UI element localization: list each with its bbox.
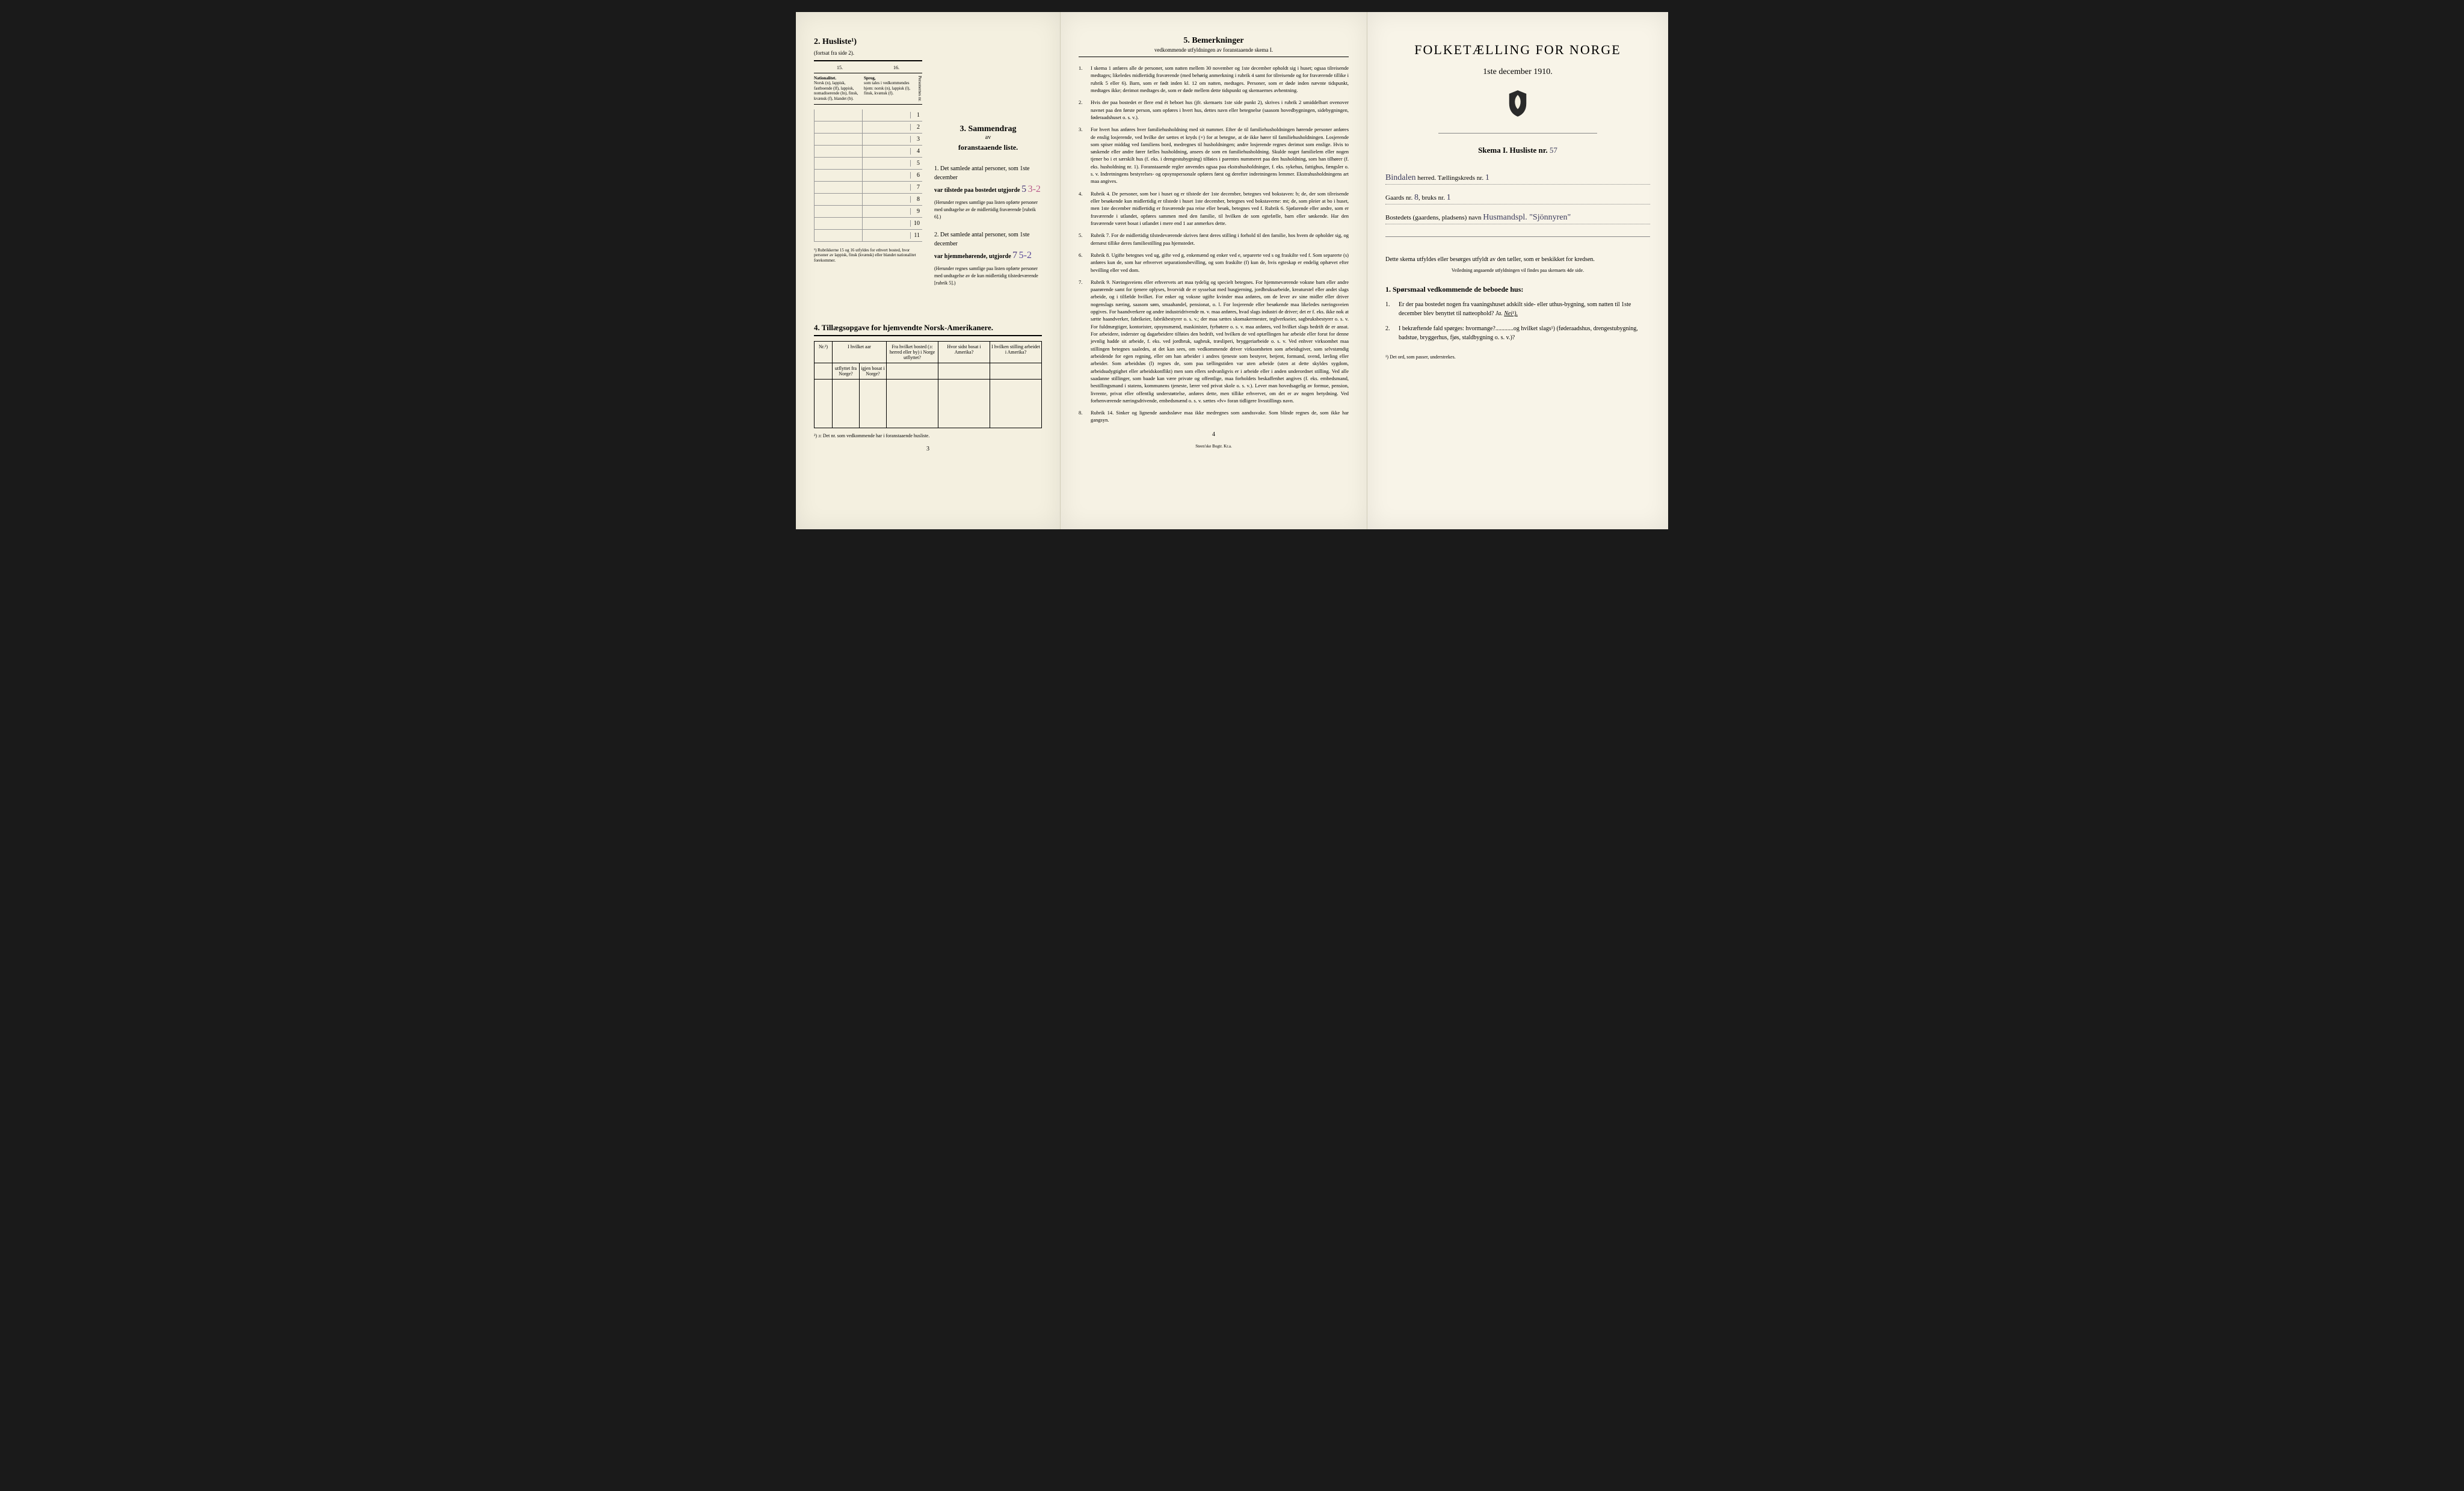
bem-item-8: Rubrik 14. Sinker og lignende aandssløve… bbox=[1091, 409, 1349, 424]
col-person: Personernes nr. bbox=[914, 76, 922, 102]
printer-mark: Steen'ske Bogtr. Kr.a. bbox=[1079, 444, 1349, 449]
bem-item-5: Rubrik 7. For de midlertidig tilstedevær… bbox=[1091, 232, 1349, 247]
census-date: 1ste december 1910. bbox=[1385, 67, 1650, 77]
item2-handwritten: 7 bbox=[1012, 250, 1017, 260]
bruk-value: 1 bbox=[1447, 193, 1451, 202]
skema-line: Skema I. Husliste nr. 57 bbox=[1385, 146, 1650, 155]
herred-line: Bindalen herred. Tællingskreds nr. 1 bbox=[1385, 173, 1650, 185]
col-15: 15. bbox=[814, 65, 866, 70]
nei-underlined: Nei¹). bbox=[1504, 310, 1518, 317]
th-bosted: Fra hvilket bosted (ɔ: herred eller by) … bbox=[887, 342, 938, 363]
husliste-subtitle: (fortsat fra side 2). bbox=[814, 50, 854, 56]
item2-pencil: 5-2 bbox=[1019, 250, 1032, 260]
coat-of-arms-icon bbox=[1385, 89, 1650, 121]
th-aar: I hvilket aar bbox=[833, 342, 887, 363]
tillaeg-footnote: ²) ɔ: Det nr. som vedkommende har i fora… bbox=[814, 433, 1042, 438]
husliste-rows: 1 2 3 4 5 6 7 8 9 10 11 bbox=[814, 109, 922, 242]
husliste-header: 2. Husliste¹) (fortsat fra side 2). bbox=[814, 36, 922, 61]
right-footnote: ¹) Det ord, som passer, understrekes. bbox=[1385, 354, 1650, 360]
item2-note: (Herunder regnes samtlige paa listen opf… bbox=[934, 265, 1042, 287]
page-4: 5. Bemerkninger vedkommende utfyldningen… bbox=[1061, 12, 1367, 529]
sammendrag-section: 3. Sammendrag av foranstaaende liste. 1.… bbox=[934, 125, 1042, 287]
col16-header: Sprog, bbox=[864, 76, 876, 81]
question-1: 1. Er der paa bostedet nogen fra vaaning… bbox=[1385, 300, 1650, 318]
husliste-footnote: ¹) Rubrikkerne 15 og 16 utfyldes for eth… bbox=[814, 248, 922, 263]
col-16: 16. bbox=[870, 65, 922, 70]
item1-handwritten: 5 bbox=[1021, 184, 1026, 194]
th-sidst: Hvor sidst bosat i Amerika? bbox=[938, 342, 990, 363]
bemerkninger-title: 5. Bemerkninger bbox=[1079, 36, 1349, 46]
th-nr: Nr.²) bbox=[815, 342, 833, 363]
tillaeg-title: 4. Tillægsopgave for hjemvendte Norsk-Am… bbox=[814, 323, 1042, 336]
th-aar-sub2: igjen bosat i Norge? bbox=[860, 363, 887, 380]
page-number-3: 3 bbox=[814, 446, 1042, 452]
document-spread: 2. Husliste¹) (fortsat fra side 2). 15. … bbox=[796, 12, 1668, 529]
main-title: FOLKETÆLLING FOR NORGE bbox=[1385, 42, 1650, 58]
tillaeg-section: 4. Tillægsopgave for hjemvendte Norsk-Am… bbox=[814, 323, 1042, 438]
bosted-line: Bostedets (gaardens, pladsens) navn Husm… bbox=[1385, 213, 1650, 224]
bem-item-1: I skema 1 anføres alle de personer, som … bbox=[1091, 64, 1349, 94]
sammendrag-line2: foranstaaende liste. bbox=[934, 143, 1042, 152]
gaard-value: 8 bbox=[1414, 193, 1418, 202]
page-number-4: 4 bbox=[1079, 431, 1349, 438]
col15-header: Nationalitet. bbox=[814, 76, 836, 81]
sammendrag-title: 3. Sammendrag bbox=[934, 125, 1042, 134]
bosted-value: Husmandspl. "Sjönnyren" bbox=[1483, 213, 1571, 222]
bem-item-6: Rubrik 8. Ugifte betegnes ved ug, gifte … bbox=[1091, 251, 1349, 274]
herred-value: Bindalen bbox=[1385, 173, 1416, 182]
column-headers: 15. 16. bbox=[814, 65, 922, 73]
bem-item-7: Rubrik 9. Næringsveiens eller erhvervets… bbox=[1091, 278, 1349, 404]
col16-detail: som tales i vedkommendes hjem: norsk (n)… bbox=[864, 81, 910, 96]
th-stilling: I hvilken stilling arbeidet i Amerika? bbox=[990, 342, 1041, 363]
question-header: 1. Spørsmaal vedkommende de beboede hus: bbox=[1385, 285, 1650, 294]
gaard-line: Gaards nr. 8, bruks nr. 1 bbox=[1385, 193, 1650, 204]
sammendrag-item-1: 1. Det samlede antal personer, som 1ste … bbox=[934, 164, 1042, 221]
husliste-nr-value: 57 bbox=[1550, 146, 1557, 155]
page-3: 2. Husliste¹) (fortsat fra side 2). 15. … bbox=[796, 12, 1061, 529]
col16-header-block: Sprog, som tales i vedkommendes hjem: no… bbox=[864, 76, 911, 102]
bem-item-2: Hvis der paa bostedet er flere end ét be… bbox=[1091, 99, 1349, 121]
col15-header-block: Nationalitet. Norsk (n), lappisk, fastbo… bbox=[814, 76, 861, 102]
bem-item-3: For hvert hus anføres hver familiehushol… bbox=[1091, 126, 1349, 185]
sammendrag-sub: av bbox=[934, 134, 1042, 141]
bemerkninger-list: 1.I skema 1 anføres alle de personer, so… bbox=[1079, 64, 1349, 424]
intro-sub: Veiledning angaaende utfyldningen vil fi… bbox=[1385, 268, 1650, 273]
item1-pencil: 3-2 bbox=[1028, 184, 1041, 194]
page-1-title: FOLKETÆLLING FOR NORGE 1ste december 191… bbox=[1367, 12, 1668, 529]
bemerkninger-subtitle: vedkommende utfyldningen av foranstaaend… bbox=[1079, 47, 1349, 57]
tillaeg-table: Nr.²) I hvilket aar Fra hvilket bosted (… bbox=[814, 341, 1042, 428]
sammendrag-item-2: 2. Det samlede antal personer, som 1ste … bbox=[934, 230, 1042, 287]
item1-note: (Herunder regnes samtlige paa listen opf… bbox=[934, 199, 1042, 221]
kreds-value: 1 bbox=[1485, 173, 1489, 182]
question-2: 2. I bekræftende fald spørges: hvormange… bbox=[1385, 324, 1650, 342]
th-aar-sub1: utflyttet fra Norge? bbox=[833, 363, 860, 380]
col15-detail: Norsk (n), lappisk, fastboende (lf), lap… bbox=[814, 81, 858, 100]
bem-item-4: Rubrik 4. De personer, som bor i huset o… bbox=[1091, 190, 1349, 227]
husliste-title: 2. Husliste¹) bbox=[814, 37, 857, 46]
intro-text: Dette skema utfyldes eller besørges utfy… bbox=[1385, 255, 1650, 264]
